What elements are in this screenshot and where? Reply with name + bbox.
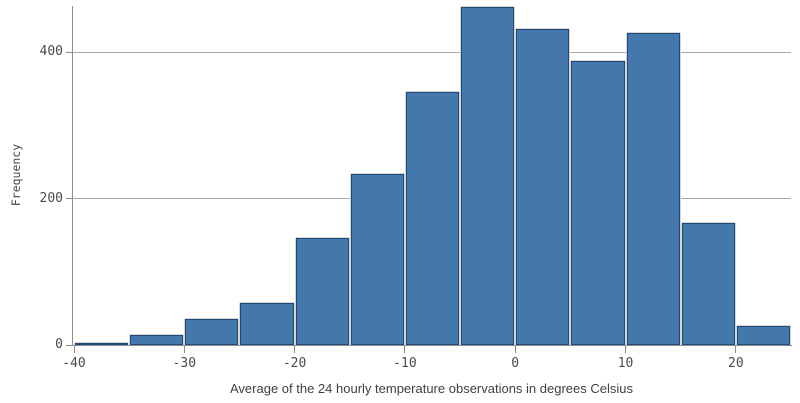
y-tick-mark (66, 51, 72, 53)
x-tick-mark (735, 346, 737, 353)
y-tick-label: 0 (55, 337, 63, 352)
histogram-bar[interactable] (130, 335, 184, 345)
y-tick-mark (66, 198, 72, 200)
histogram-bar[interactable] (461, 7, 515, 345)
histogram-bar[interactable] (240, 303, 294, 345)
histogram-bar[interactable] (626, 33, 680, 345)
x-tick-label: 0 (511, 356, 520, 371)
y-tick-label: 400 (39, 44, 63, 60)
x-tick-mark (294, 346, 296, 353)
histogram-bar[interactable] (185, 319, 239, 345)
histogram-bar[interactable] (736, 325, 790, 345)
histogram-bar[interactable] (405, 92, 460, 345)
y-axis-line (72, 6, 73, 345)
y-tick-mark (66, 344, 72, 346)
x-tick-label: 20 (728, 356, 744, 371)
y-axis-title: Frequency (9, 143, 23, 207)
x-tick-label: -30 (172, 356, 197, 371)
histogram-bar[interactable] (75, 342, 129, 345)
x-axis-line (72, 345, 792, 346)
histogram-bar[interactable] (571, 60, 625, 345)
histogram-bar[interactable] (350, 173, 404, 345)
x-tick-label: -20 (282, 356, 307, 371)
y-tick-label: 200 (39, 190, 63, 206)
x-tick-mark (404, 346, 406, 353)
histogram-bar[interactable] (295, 238, 349, 345)
x-tick-label: -40 (62, 356, 86, 371)
x-axis-title: Average of the 24 hourly temperature obs… (230, 381, 633, 396)
x-tick-mark (73, 346, 75, 353)
histogram-bar[interactable] (516, 28, 570, 345)
x-tick-mark (514, 346, 516, 353)
x-tick-mark (183, 346, 185, 353)
x-tick-label: 10 (617, 356, 634, 371)
y-gridline (72, 51, 791, 53)
x-tick-mark (625, 346, 627, 353)
histogram-bar[interactable] (681, 222, 735, 345)
x-tick-label: -10 (393, 356, 417, 371)
